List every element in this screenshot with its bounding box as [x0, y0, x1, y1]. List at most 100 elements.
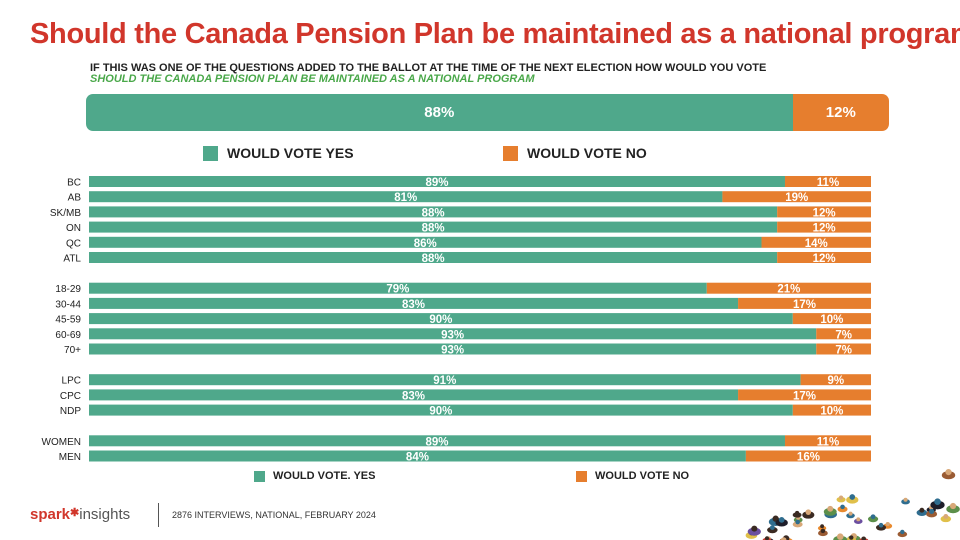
- data-label-no-18-29: 21%: [777, 284, 800, 296]
- bar-no-45-59: [792, 313, 871, 325]
- bar-yes-45-59: [89, 313, 793, 325]
- bar-no-atl: [777, 252, 871, 263]
- person-head-icon: [795, 510, 800, 515]
- legend-swatch-no: [503, 145, 518, 161]
- data-label-yes-70-: 93%: [441, 345, 464, 357]
- data-label-no-ndp: 10%: [820, 406, 843, 418]
- data-label-yes-atl: 88%: [422, 253, 445, 265]
- person-body-icon: [792, 512, 802, 518]
- data-label-no-30-44: 17%: [793, 299, 816, 311]
- category-label-sk-mb: SK/MB: [50, 208, 81, 219]
- data-label-no-60-69: 7%: [835, 329, 852, 341]
- bar-no-bc: [784, 176, 871, 187]
- data-label-yes-cpc: 83%: [402, 390, 425, 402]
- bar-yes-men: [89, 450, 746, 462]
- data-label-yes-women: 89%: [425, 436, 448, 448]
- question-text: IF THIS WAS ONE OF THE QUESTIONS ADDED T…: [90, 62, 767, 74]
- bar-yes-sk-mb: [89, 206, 778, 218]
- data-label-yes-bc: 89%: [425, 177, 448, 189]
- person-head-icon: [870, 514, 876, 520]
- legend-label-yes: WOULD VOTE YES: [227, 145, 354, 161]
- data-label-no-sk-mb: 12%: [813, 207, 836, 219]
- question-subtext: SHOULD THE CANADA PENSION PLAN BE MAINTA…: [90, 73, 535, 85]
- bar-no-men: [745, 450, 871, 462]
- person-body-icon: [818, 530, 828, 537]
- person-body-icon: [916, 509, 928, 516]
- bar-yes-ab: [89, 191, 723, 203]
- overall-no-segment: 12%: [792, 94, 889, 131]
- legend-swatch-no: [576, 470, 587, 482]
- person-body-icon: [837, 506, 848, 513]
- data-label-yes-30-44: 83%: [402, 299, 425, 311]
- bar-no-lpc: [800, 374, 871, 386]
- bar-yes-bc: [89, 176, 785, 187]
- person-head-icon: [781, 537, 787, 540]
- person-head-icon: [949, 502, 957, 510]
- person-head-icon: [769, 525, 775, 530]
- category-label-ndp: NDP: [60, 406, 81, 417]
- footer-divider: [158, 503, 159, 527]
- data-label-yes-qc: 86%: [414, 238, 437, 250]
- bar-yes-on: [89, 221, 778, 233]
- brand-logo: spark✱insights: [30, 506, 130, 523]
- data-label-no-cpc: 17%: [793, 390, 816, 402]
- person-head-icon: [900, 529, 905, 535]
- legend-top-no: WOULD VOTE NO: [503, 145, 647, 161]
- legend-top-yes: WOULD VOTE YES: [203, 145, 354, 161]
- bar-yes-18-29: [89, 282, 707, 294]
- data-label-yes-men: 84%: [406, 452, 429, 464]
- person-head-icon: [856, 517, 861, 522]
- data-label-yes-sk-mb: 88%: [422, 207, 445, 219]
- person-head-icon: [878, 522, 884, 528]
- bar-yes-60-69: [89, 328, 817, 340]
- bar-yes-lpc: [89, 374, 801, 386]
- legend-label-yes: WOULD VOTE. YES: [273, 470, 376, 482]
- category-label-30-44: 30-44: [55, 299, 81, 310]
- category-label-45-59: 45-59: [55, 315, 81, 326]
- person-head-icon: [848, 511, 853, 516]
- data-label-yes-lpc: 91%: [433, 375, 456, 387]
- bar-no-30-44: [738, 297, 871, 309]
- person-head-icon: [929, 508, 935, 514]
- person-head-icon: [943, 513, 949, 519]
- person-head-icon: [840, 504, 845, 510]
- overall-yes-segment: 88%: [86, 94, 793, 131]
- person-head-icon: [795, 519, 800, 525]
- category-label-on: ON: [66, 223, 81, 234]
- bar-no-sk-mb: [777, 206, 871, 218]
- overall-no-label: 12%: [825, 104, 856, 121]
- bar-yes-women: [89, 435, 785, 447]
- data-label-no-bc: 11%: [817, 177, 839, 189]
- data-label-no-lpc: 9%: [827, 375, 844, 387]
- bar-yes-ndp: [89, 404, 793, 416]
- chart-title: Should the Canada Pension Plan be mainta…: [30, 18, 960, 50]
- person-head-icon: [919, 507, 925, 513]
- person-body-icon: [897, 531, 908, 538]
- bar-no-18-29: [706, 282, 871, 294]
- legend-label-no: WOULD VOTE NO: [595, 470, 690, 482]
- bar-yes-30-44: [89, 297, 739, 309]
- data-label-no-ab: 19%: [785, 192, 808, 204]
- person-head-icon: [838, 495, 844, 500]
- person-head-icon: [764, 536, 770, 540]
- category-label-atl: ATL: [63, 254, 81, 265]
- person-body-icon: [901, 499, 910, 505]
- data-label-yes-on: 88%: [422, 223, 445, 235]
- legend-bottom-yes: WOULD VOTE. YES: [254, 470, 375, 482]
- category-label-60-69: 60-69: [55, 330, 81, 341]
- bar-no-women: [784, 435, 871, 447]
- person-head-icon: [903, 497, 908, 502]
- category-label-lpc: LPC: [62, 376, 81, 387]
- category-label-ab: AB: [68, 193, 82, 204]
- person-head-icon: [827, 505, 834, 512]
- person-head-icon: [849, 494, 856, 500]
- brand-star-icon: ✱: [70, 507, 80, 519]
- person-head-icon: [885, 521, 890, 527]
- bar-yes-cpc: [89, 389, 739, 401]
- category-label-bc: BC: [67, 178, 81, 189]
- crowd-illustration: [745, 469, 960, 540]
- person-head-icon: [778, 517, 785, 523]
- data-label-no-men: 16%: [797, 452, 820, 464]
- person-head-icon: [934, 498, 941, 505]
